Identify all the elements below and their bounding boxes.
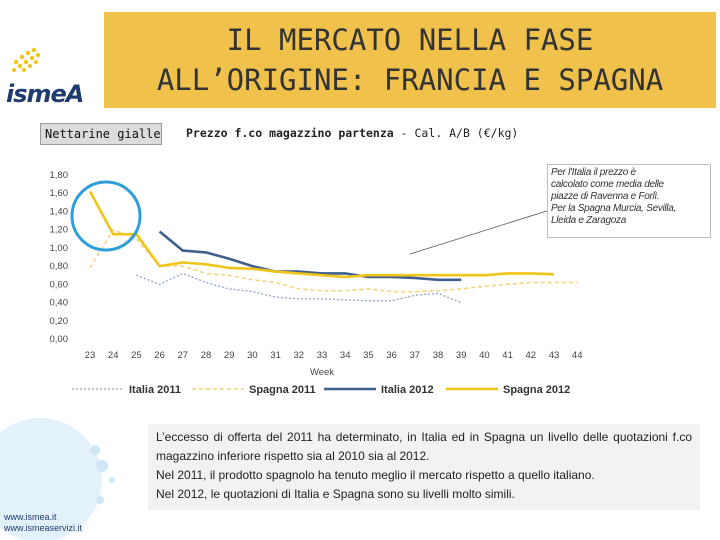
series-lines — [88, 190, 578, 304]
y-tick-label: 1,40 — [50, 206, 69, 217]
legend-label: Italia 2011 — [129, 384, 181, 396]
x-axis-label: Week — [310, 367, 334, 378]
y-tick-label: 0,80 — [50, 261, 69, 272]
subtitle-bold: Prezzo f.co magazzino partenza — [186, 126, 394, 140]
x-tick-label: 41 — [502, 350, 513, 361]
x-tick-label: 37 — [410, 350, 421, 361]
title-line-1: IL MERCATO NELLA FASE — [226, 23, 594, 57]
y-tick-label: 1,20 — [50, 225, 69, 236]
x-tick-label: 26 — [154, 350, 165, 361]
chart-subtitle: Prezzo f.co magazzino partenza - Cal. A/… — [186, 126, 518, 140]
y-tick-label: 0,00 — [50, 334, 69, 345]
legend-label: Spagna 2012 — [503, 384, 570, 396]
x-tick-label: 33 — [317, 350, 328, 361]
x-tick-label: 39 — [456, 350, 467, 361]
comment-box: L’eccesso di offerta del 2011 ha determi… — [148, 424, 700, 510]
x-tick-label: 31 — [270, 350, 281, 361]
subtitle-rest: - Cal. A/B (€/kg) — [393, 126, 519, 140]
price-chart: 0,00 0,20 0,40 0,60 0,80 1,00 1,20 1,40 1,60 1,80… — [50, 170, 583, 396]
y-tick-label: 1,80 — [50, 170, 69, 181]
note-pointer-line — [409, 209, 551, 255]
y-tick-label: 0,20 — [50, 316, 69, 327]
footer-link-ismeaservizi[interactable]: www.ismeaservizi.it — [4, 523, 83, 533]
comment-paragraph: Nel 2012, le quotazioni di Italia e Spag… — [156, 487, 515, 501]
note-line: piazze di Ravenna e Forlì. — [551, 191, 660, 202]
x-tick-label: 43 — [549, 350, 560, 361]
comment-paragraph: L’eccesso di offerta del 2011 ha determi… — [156, 430, 692, 463]
x-tick-label: 42 — [526, 350, 537, 361]
x-tick-label: 27 — [178, 350, 189, 361]
note-line: Lleida e Zaragoza — [551, 215, 626, 226]
comment-paragraph: Nel 2011, il prodotto spagnolo ha tenuto… — [156, 468, 595, 482]
x-tick-label: 35 — [363, 350, 374, 361]
y-tick-label: 1,00 — [50, 243, 69, 254]
title-line-2: ALL’ORIGINE: FRANCIA E SPAGNA — [156, 63, 664, 97]
series-line-spagna-2011 — [89, 228, 578, 293]
note-line: Per l'Italia il prezzo è — [551, 167, 636, 178]
y-tick-label: 0,60 — [50, 279, 69, 290]
x-tick-label: 40 — [479, 350, 490, 361]
legend-label: Italia 2012 — [381, 384, 434, 396]
note-box: Per l'Italia il prezzo è calcolato come … — [547, 164, 711, 238]
product-label: Nettarine gialle — [40, 123, 162, 145]
x-tick-label: 32 — [294, 350, 305, 361]
bubbles-decoration — [0, 418, 115, 540]
note-line: Per la Spagna Murcia, Sevilla, — [551, 203, 676, 214]
legend-label: Spagna 2011 — [249, 384, 316, 396]
x-tick-label: 30 — [247, 350, 258, 361]
x-tick-label: 36 — [386, 350, 397, 361]
x-tick-label: 29 — [224, 350, 235, 361]
y-tick-label: 0,40 — [50, 298, 69, 309]
x-tick-label: 38 — [433, 350, 444, 361]
ismea-logo-icon — [12, 47, 41, 72]
legend: Italia 2011 Spagna 2011 Italia 2012 Spagna … — [72, 384, 570, 396]
x-tick-label: 23 — [85, 350, 96, 361]
x-tick-label: 25 — [131, 350, 142, 361]
x-axis: 23 24 25 26 27 28 29 30 31 32 33 34 35 36 37 38 39 40 41 42… — [85, 350, 583, 361]
highlight-circle — [70, 180, 142, 252]
title-band — [104, 12, 716, 108]
slide-title: IL MERCATO NELLA FASE ALL’ORIGINE: FRANC… — [104, 20, 716, 100]
footer-link-ismea[interactable]: www.ismea.it — [4, 512, 57, 522]
series-line-spagna-2012 — [88, 190, 555, 279]
x-tick-label: 24 — [108, 350, 119, 361]
y-axis: 0,00 0,20 0,40 0,60 0,80 1,00 1,20 1,40 1,60 1,80 — [50, 170, 69, 345]
series-line-italia-2012 — [158, 230, 462, 282]
footer-links: www.ismea.it www.ismeaservizi.it — [4, 512, 82, 534]
x-tick-label: 34 — [340, 350, 351, 361]
x-tick-label: 44 — [572, 350, 583, 361]
x-tick-label: 28 — [201, 350, 212, 361]
y-tick-label: 1,60 — [50, 188, 69, 199]
logo-text: ismeA — [6, 80, 84, 108]
note-line: calcolato come media delle — [551, 179, 664, 190]
